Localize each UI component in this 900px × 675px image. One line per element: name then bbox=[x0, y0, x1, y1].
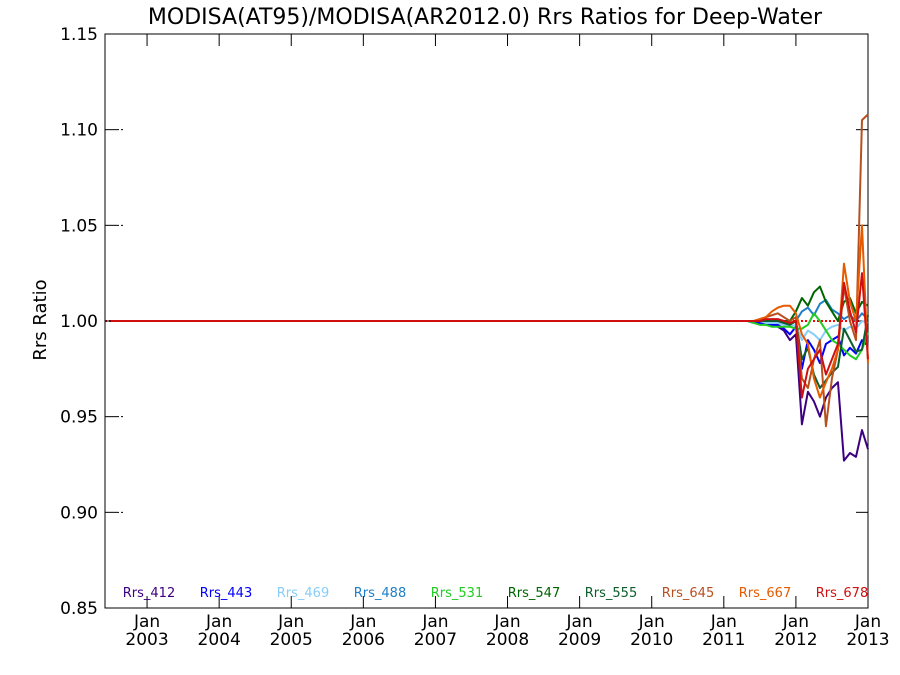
series-line-rrs-645 bbox=[111, 113, 869, 428]
x-tick-month: Jan bbox=[854, 612, 881, 632]
legend-entry-rrs-555: Rrs_555 bbox=[585, 586, 637, 601]
x-tick-year: 2012 bbox=[774, 630, 817, 650]
x-tick-year: 2009 bbox=[558, 630, 601, 650]
x-tick-month: Jan bbox=[277, 612, 304, 632]
x-tick-year: 2010 bbox=[630, 630, 673, 650]
series-line-rrs-678 bbox=[111, 272, 869, 399]
x-tick-year: 2003 bbox=[125, 630, 168, 650]
x-tick-year: 2013 bbox=[846, 630, 889, 650]
legend-entry-rrs-667: Rrs_667 bbox=[739, 586, 791, 601]
y-axis-label: Rrs Ratio bbox=[30, 279, 51, 360]
legend-entry-rrs-645: Rrs_645 bbox=[662, 586, 714, 601]
y-tick-label: 1.15 bbox=[60, 25, 98, 45]
x-tick-month: Jan bbox=[493, 612, 520, 632]
legend-entry-rrs-412: Rrs_412 bbox=[123, 586, 175, 601]
x-tick-month: Jan bbox=[782, 612, 809, 632]
x-tick-month: Jan bbox=[710, 612, 737, 632]
x-tick-year: 2005 bbox=[270, 630, 313, 650]
legend: Rrs_412 Rrs_443 Rrs_469 Rrs_488 Rrs_531 Rrs_5… bbox=[123, 586, 868, 601]
legend-entry-rrs-469: Rrs_469 bbox=[277, 586, 329, 601]
series-lines bbox=[111, 113, 869, 462]
y-tick-label: 0.95 bbox=[60, 408, 98, 428]
y-tick-label: 1.10 bbox=[60, 121, 98, 141]
series-line-rrs-547 bbox=[111, 285, 869, 322]
series-line-rrs-443 bbox=[111, 320, 869, 370]
legend-entry-rrs-547: Rrs_547 bbox=[508, 586, 560, 601]
x-tick-month: Jan bbox=[349, 612, 376, 632]
y-tick-label: 1.05 bbox=[60, 216, 98, 236]
y-axis-ticks: 0.85 0.90 0.95 1.00 1.05 1.10 1.15 bbox=[60, 25, 868, 619]
x-tick-month: Jan bbox=[205, 612, 232, 632]
series-line-rrs-667 bbox=[111, 224, 869, 399]
y-tick-label: 0.85 bbox=[60, 599, 98, 619]
x-tick-year: 2011 bbox=[702, 630, 745, 650]
series-line-rrs-555 bbox=[111, 315, 869, 389]
legend-entry-rrs-488: Rrs_488 bbox=[354, 586, 406, 601]
x-tick-month: Jan bbox=[638, 612, 665, 632]
x-axis-ticks: Jan2003Jan2004Jan2005Jan2006Jan2007Jan20… bbox=[125, 34, 890, 650]
x-tick-year: 2004 bbox=[198, 630, 241, 650]
legend-entry-rrs-678: Rrs_678 bbox=[816, 586, 868, 601]
x-tick-month: Jan bbox=[133, 612, 160, 632]
x-tick-year: 2006 bbox=[342, 630, 385, 650]
x-tick-month: Jan bbox=[566, 612, 593, 632]
y-tick-label: 1.00 bbox=[60, 312, 98, 332]
series-line-rrs-412 bbox=[111, 320, 869, 462]
x-tick-month: Jan bbox=[421, 612, 448, 632]
x-tick-year: 2008 bbox=[486, 630, 529, 650]
legend-entry-rrs-443: Rrs_443 bbox=[200, 586, 252, 601]
legend-entry-rrs-531: Rrs_531 bbox=[431, 586, 483, 601]
chart-title: MODISA(AT95)/MODISA(AR2012.0) Rrs Ratios… bbox=[148, 5, 823, 30]
x-tick-year: 2007 bbox=[414, 630, 457, 650]
y-tick-label: 0.90 bbox=[60, 503, 98, 523]
